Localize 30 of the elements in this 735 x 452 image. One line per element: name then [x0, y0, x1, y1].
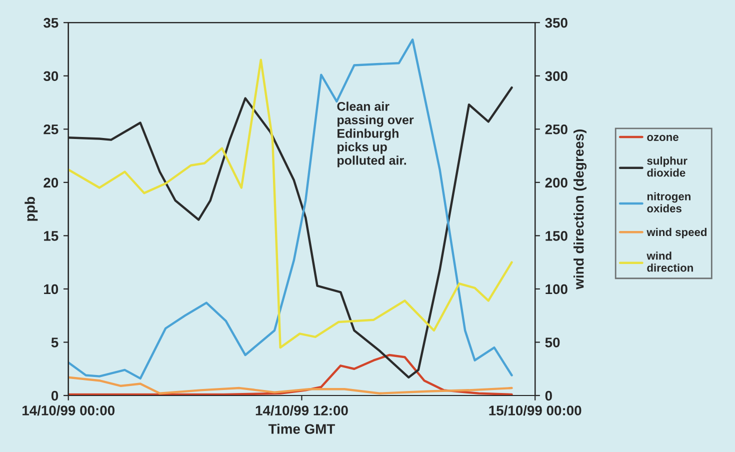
line-series: [68, 354, 513, 396]
x-tick-label: 14/10/99 12:00: [256, 405, 348, 416]
y2-tick-label: 50: [545, 338, 560, 348]
y2-tick-label: 100: [546, 284, 568, 294]
y-tick-label: 20: [44, 178, 58, 188]
y2-axis-title: wind direction (degrees): [574, 129, 587, 290]
y-axis-title: ppb: [24, 196, 38, 221]
x-axis-title: Time GMT: [268, 424, 336, 434]
y2-tick-label: 200: [545, 178, 568, 188]
legend-label: ozone: [647, 134, 678, 142]
x-tick-label: 14/10/99 00:00: [22, 405, 115, 416]
y2-tick-label: 300: [545, 71, 568, 82]
x-tick-label: 15/10/99 00:00: [489, 405, 582, 416]
y-tick-label: 10: [44, 284, 58, 294]
y-tick-label: 5: [51, 338, 58, 348]
y2-tick-label: 0: [545, 390, 552, 401]
y-tick-label: 15: [44, 231, 58, 241]
annotation: Clean air passing over Edinburgh picks up polluted air.: [337, 102, 414, 168]
line-series: [68, 376, 513, 394]
y2-tick-label: 350: [545, 18, 568, 28]
y2-tick-label: 250: [545, 124, 568, 134]
legend-label: wind direction: [646, 252, 693, 272]
legend-label: wind speed: [646, 228, 706, 238]
y-tick-label: 35: [44, 18, 58, 28]
y-tick-label: 30: [44, 71, 58, 82]
y2-tick-label: 150: [546, 231, 568, 241]
y-tick-label: 0: [51, 390, 58, 401]
y-tick-label: 25: [44, 124, 58, 134]
legend-label: nitrogen oxides: [647, 192, 690, 212]
legend-label: sulphur dioxide: [647, 156, 688, 177]
